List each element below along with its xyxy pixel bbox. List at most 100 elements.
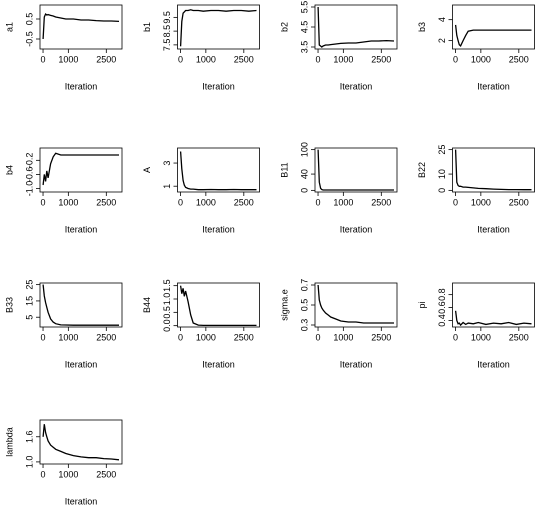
x-axis-label: Iteration (65, 81, 98, 91)
trace-line (454, 310, 532, 327)
x-tick-label: 0 (453, 332, 458, 342)
trace-line (179, 151, 257, 191)
trace-line (454, 24, 532, 47)
trace-line (317, 284, 394, 324)
x-tick-label: 0 (178, 332, 183, 342)
plot-box (452, 282, 535, 328)
y-tick-label: 10 (437, 169, 447, 179)
panel: 0 1000 2500 -1.0-0.6-0.2 Iteration b4 (4, 147, 123, 234)
y-tick-label: -0.5 (24, 31, 34, 47)
panel: 0 1000 2500 1.0 1.6 Iteration lambda (4, 419, 123, 506)
trace-line (317, 149, 394, 191)
trace-line (317, 6, 395, 48)
plot-box (314, 282, 398, 328)
panel: 0 1000 2500 0.00.51.01.5 Iteration B44 (142, 279, 260, 369)
x-tick-label: 1000 (333, 197, 353, 207)
panel: 0 1000 2500 1 3 Iteration A (142, 147, 260, 234)
x-axis-label: Iteration (65, 224, 98, 234)
plot-box (452, 147, 535, 193)
y-axis-label: pi (417, 301, 427, 308)
y-tick-label: 1.0 (24, 456, 34, 469)
x-tick-label: 1000 (58, 469, 78, 479)
x-tick-label: 1000 (58, 54, 78, 64)
plot-box (452, 4, 535, 50)
y-tick-label: 0 (437, 188, 447, 193)
x-tick-label: 2500 (96, 54, 116, 64)
y-tick-label: 0 (299, 188, 309, 193)
x-tick-label: 2500 (234, 197, 254, 207)
trace-line (42, 152, 119, 186)
y-tick-label: -1.0 (24, 181, 34, 197)
x-tick-label: 2500 (509, 332, 529, 342)
y-axis-label: b2 (279, 22, 289, 32)
panel: 0 1000 2500 3.5 4.5 5.5 Iteration b2 (279, 1, 398, 91)
y-axis-label: A (142, 167, 152, 173)
x-axis-label: Iteration (340, 359, 373, 369)
x-tick-label: 2500 (371, 197, 391, 207)
y-axis-label: a1 (4, 22, 14, 32)
plot-box (39, 147, 123, 193)
x-axis-label: Iteration (202, 359, 235, 369)
y-axis-label: b4 (4, 165, 14, 175)
x-tick-label: 1000 (333, 332, 353, 342)
plot-box (177, 282, 260, 328)
y-tick-label: 0.8 (437, 288, 447, 301)
x-tick-label: 0 (178, 54, 183, 64)
x-tick-label: 1000 (471, 54, 491, 64)
y-tick-label: 25 (24, 280, 34, 290)
y-tick-label: 5.5 (299, 1, 309, 14)
panel: 0 1000 2500 7.58.59.5 Iteration b1 (142, 4, 260, 91)
x-tick-label: 0 (316, 54, 321, 64)
trace-line (454, 149, 532, 191)
plot-box (39, 4, 123, 50)
trace-line (179, 9, 257, 47)
trace-line (42, 12, 120, 40)
y-tick-label: 0.4 (437, 314, 447, 327)
y-tick-label: 15 (24, 296, 34, 306)
y-tick-label: 100 (299, 142, 309, 157)
x-tick-label: 2500 (371, 54, 391, 64)
y-tick-label: 0.5 (24, 13, 34, 26)
x-tick-label: 1000 (471, 197, 491, 207)
x-axis-label: Iteration (202, 81, 235, 91)
y-tick-label: 0.5 (299, 299, 309, 312)
x-tick-label: 2500 (371, 332, 391, 342)
trace-line (42, 424, 120, 461)
y-tick-label: 7.5 (162, 39, 172, 52)
y-axis-label: B44 (142, 297, 152, 313)
y-tick-label: 4.5 (299, 21, 309, 34)
y-tick-label: 0.3 (299, 319, 309, 332)
x-tick-label: 2500 (96, 332, 116, 342)
panel: 0 1000 2500 -0.5 0.5 Iteration a1 (4, 4, 123, 91)
x-tick-label: 2500 (234, 332, 254, 342)
x-tick-label: 0 (178, 197, 183, 207)
y-tick-label: 1 (162, 184, 172, 189)
plot-box (177, 147, 260, 193)
x-tick-label: 1000 (471, 332, 491, 342)
x-tick-label: 0 (41, 469, 46, 479)
plot-box (177, 4, 260, 50)
x-axis-label: Iteration (477, 81, 510, 91)
y-tick-label: -0.6 (24, 167, 34, 183)
x-tick-label: 1000 (58, 332, 78, 342)
x-axis-label: Iteration (65, 496, 98, 506)
panel: 0 1000 2500 0.3 0.5 0.7 Iteration sigma.e (279, 279, 398, 369)
x-tick-label: 1000 (58, 197, 78, 207)
y-axis-label: B33 (4, 297, 14, 313)
x-tick-label: 0 (41, 197, 46, 207)
x-axis-label: Iteration (65, 359, 98, 369)
y-tick-label: 0.0 (162, 319, 172, 332)
y-tick-label: 8.5 (162, 25, 172, 38)
y-axis-label: B11 (279, 162, 289, 177)
y-axis-label: B22 (417, 162, 427, 178)
x-tick-label: 0 (316, 197, 321, 207)
panel: 0 1000 2500 0 40 100 Iteration B11 (279, 142, 398, 234)
y-tick-label: 3 (162, 161, 172, 166)
x-tick-label: 1000 (196, 54, 216, 64)
trace-line (179, 285, 257, 327)
x-axis-label: Iteration (477, 224, 510, 234)
panel: 0 1000 2500 0 10 25 Iteration B22 (417, 145, 535, 234)
x-axis-label: Iteration (340, 81, 373, 91)
x-tick-label: 0 (316, 332, 321, 342)
y-axis-label: b1 (142, 22, 152, 32)
